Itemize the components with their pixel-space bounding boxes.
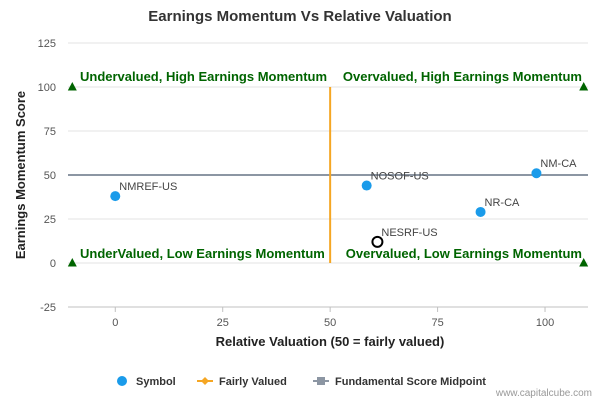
quadrant-markers bbox=[67, 82, 589, 267]
data-point-nr-ca[interactable] bbox=[475, 206, 486, 217]
legend-item-symbol[interactable]: Symbol bbox=[117, 376, 176, 388]
legend-label-fairly-valued: Fairly Valued bbox=[219, 376, 287, 388]
y-tick-label: 125 bbox=[38, 38, 56, 50]
data-point-label: NR-CA bbox=[485, 197, 520, 209]
x-tick-label: 50 bbox=[324, 317, 336, 329]
quadrant-marker-triangle bbox=[579, 82, 589, 91]
quadrant-marker-triangle bbox=[67, 82, 77, 91]
reference-lines bbox=[68, 87, 588, 263]
data-points: NMREF-US NOSOF-US NM-CA NR-CA NESRF-US bbox=[110, 158, 577, 248]
quadrant-marker-triangle bbox=[579, 258, 589, 267]
credit-text: www.capitalcube.com bbox=[495, 388, 592, 399]
legend-symbol-dot bbox=[117, 376, 127, 386]
x-tick-label: 75 bbox=[431, 317, 443, 329]
y-tick-label: 0 bbox=[50, 258, 56, 270]
chart-title: Earnings Momentum Vs Relative Valuation bbox=[148, 8, 451, 25]
y-tick-label: 25 bbox=[44, 214, 56, 226]
y-axis-title: Earnings Momentum Score bbox=[13, 91, 28, 259]
x-tick-label: 100 bbox=[536, 317, 554, 329]
legend-label-symbol: Symbol bbox=[136, 376, 176, 388]
legend-item-fairly-valued[interactable]: Fairly Valued bbox=[197, 376, 287, 388]
y-tick-label: -25 bbox=[40, 302, 56, 314]
x-axis-title: Relative Valuation (50 = fairly valued) bbox=[216, 334, 445, 349]
data-point-nm-ca[interactable] bbox=[531, 168, 542, 179]
data-point-label: NESRF-US bbox=[381, 227, 437, 239]
legend-midpoint-square bbox=[317, 377, 325, 385]
x-tick-label: 0 bbox=[112, 317, 118, 329]
data-point-nesrf-us[interactable] bbox=[371, 235, 384, 248]
quadrant-label-bottom-right: Overvalued, Low Earnings Momentum bbox=[346, 246, 582, 261]
data-point-label: NMREF-US bbox=[119, 181, 177, 193]
legend: Symbol Fairly Valued Fundamental Score M… bbox=[117, 376, 486, 388]
legend-label-midpoint: Fundamental Score Midpoint bbox=[335, 376, 486, 388]
data-point-nmref-us[interactable] bbox=[110, 191, 121, 202]
axis-ticks: -25 0 25 50 75 100 125 0 25 50 75 100 bbox=[38, 38, 588, 329]
quadrant-label-bottom-left: UnderValued, Low Earnings Momentum bbox=[80, 246, 325, 261]
legend-fairly-valued-diamond bbox=[201, 377, 209, 385]
y-tick-label: 50 bbox=[44, 170, 56, 182]
quadrant-label-top-left: Undervalued, High Earnings Momentum bbox=[80, 69, 327, 84]
quadrant-labels: Undervalued, High Earnings Momentum Over… bbox=[80, 69, 582, 261]
data-point-label: NM-CA bbox=[540, 158, 577, 170]
data-point-label: NOSOF-US bbox=[371, 171, 429, 183]
quadrant-marker-triangle bbox=[67, 258, 77, 267]
x-tick-label: 25 bbox=[217, 317, 229, 329]
quadrant-label-top-right: Overvalued, High Earnings Momentum bbox=[343, 69, 582, 84]
legend-item-midpoint[interactable]: Fundamental Score Midpoint bbox=[313, 376, 486, 388]
y-tick-label: 75 bbox=[44, 126, 56, 138]
y-tick-label: 100 bbox=[38, 82, 56, 94]
data-point-nosof-us[interactable] bbox=[361, 180, 372, 191]
